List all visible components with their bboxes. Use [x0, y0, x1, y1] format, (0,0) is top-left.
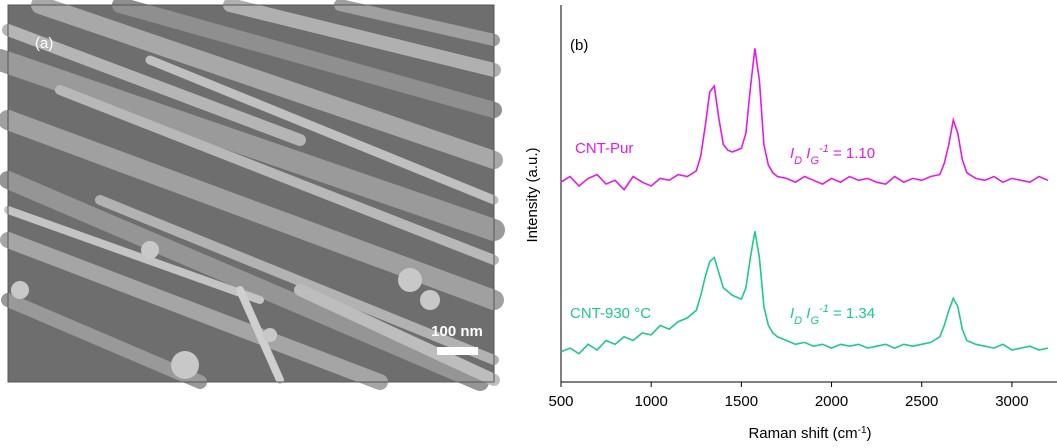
x-tick-label: 1500 — [725, 393, 758, 410]
series-label: CNT-Pur — [575, 140, 633, 157]
figure: (a) 100 nm (b) Intensity (a.u.) Raman sh… — [0, 0, 1057, 448]
x-tick-label: 500 — [548, 393, 573, 410]
panel-label: (a) — [35, 35, 53, 52]
x-tick-label: 2000 — [815, 393, 848, 410]
ratio-annotation: ID IG-1 = 1.34 — [790, 303, 875, 327]
annotation-part: I — [802, 305, 810, 322]
x-axis-label: Raman shift (cm-1) — [748, 425, 871, 443]
scale-bar — [437, 347, 478, 355]
ratio-annotation: ID IG-1 = 1.10 — [790, 143, 875, 167]
x-tick-label: 1000 — [634, 393, 667, 410]
panel-label: (b) — [570, 37, 588, 54]
annotation-part: G — [810, 315, 819, 327]
spectrum-line — [561, 48, 1048, 189]
annotation-part: -1 — [819, 143, 829, 155]
annotation-part: I — [802, 145, 810, 162]
x-axis-label-part: ) — [867, 425, 872, 442]
x-tick-label: 3000 — [995, 393, 1028, 410]
scale-bar-label: 100 nm — [431, 323, 483, 340]
annotation-part: D — [794, 155, 802, 167]
x-tick-label: 2500 — [905, 393, 938, 410]
series-label: CNT-930 °C — [570, 305, 651, 322]
x-axis-label-part: Raman shift (cm — [748, 425, 857, 442]
spectrum-line — [561, 231, 1048, 354]
sem-image: (a) 100 nm — [0, 5, 494, 382]
annotation-part: = 1.34 — [829, 305, 875, 322]
y-axis-label: Intensity (a.u.) — [524, 147, 541, 242]
annotation-part: D — [794, 315, 802, 327]
chart: (b) Intensity (a.u.) Raman shift (cm-1) … — [524, 5, 1057, 442]
annotation-part: G — [810, 155, 819, 167]
annotation-part: = 1.10 — [829, 145, 875, 162]
annotation-part: -1 — [819, 303, 829, 315]
